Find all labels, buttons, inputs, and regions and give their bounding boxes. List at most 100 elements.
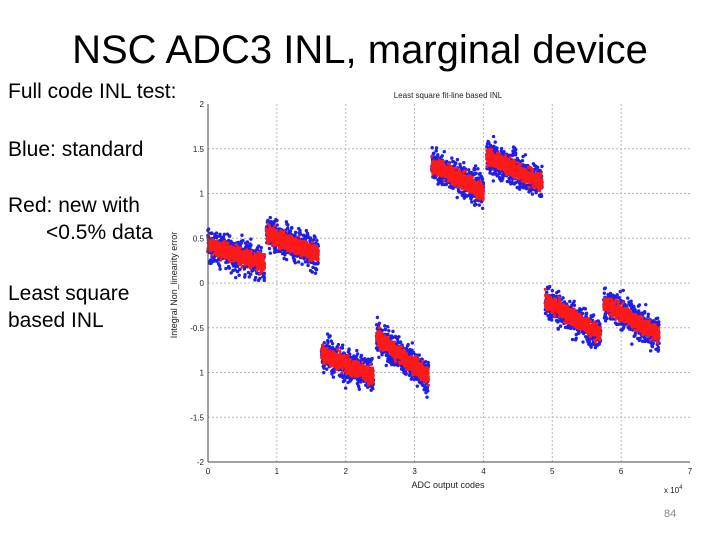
data-point <box>580 311 585 316</box>
data-point <box>215 259 219 263</box>
data-point <box>478 171 482 176</box>
data-point <box>241 238 245 243</box>
data-point <box>406 342 410 347</box>
data-point <box>426 389 430 393</box>
data-point <box>550 288 555 293</box>
data-point <box>550 318 554 322</box>
data-point <box>244 243 249 247</box>
data-point <box>286 223 290 227</box>
data-point <box>577 331 581 335</box>
data-point <box>332 367 336 372</box>
data-point <box>397 335 401 339</box>
data-point <box>255 268 259 272</box>
data-point <box>322 366 326 370</box>
data-point <box>637 310 641 315</box>
data-point <box>221 235 226 239</box>
data-point <box>246 270 251 275</box>
data-point <box>258 276 262 281</box>
data-point <box>603 286 608 290</box>
data-point <box>603 319 608 323</box>
note-least-square: Least square based INL <box>8 280 129 334</box>
data-point <box>249 237 253 241</box>
data-point <box>356 384 361 389</box>
data-point <box>618 289 622 294</box>
data-point <box>298 228 302 233</box>
data-point <box>224 266 228 271</box>
data-point <box>539 194 544 198</box>
data-point <box>343 386 348 390</box>
data-point <box>426 363 431 367</box>
data-point <box>649 349 653 353</box>
data-point <box>293 233 297 237</box>
data-point <box>338 374 342 378</box>
data-point <box>283 246 287 250</box>
data-point <box>234 275 238 280</box>
data-point <box>514 147 518 152</box>
data-point <box>384 363 388 368</box>
data-point <box>322 370 326 375</box>
data-point <box>259 245 264 250</box>
data-point <box>474 202 478 207</box>
data-point <box>602 291 606 295</box>
note-line: based INL <box>8 309 104 332</box>
data-point <box>268 215 272 220</box>
data-point <box>630 342 634 346</box>
data-point <box>423 359 428 364</box>
data-layer <box>206 134 661 399</box>
data-point <box>476 167 480 171</box>
data-point <box>410 341 415 345</box>
data-point <box>357 387 362 391</box>
data-point <box>296 260 301 264</box>
data-point <box>355 352 360 356</box>
data-point <box>383 324 387 328</box>
data-point <box>657 320 661 324</box>
data-point <box>391 335 395 340</box>
data-point <box>210 231 214 235</box>
data-point <box>288 229 293 234</box>
data-point <box>310 270 315 274</box>
note-line: Full code INL test: <box>8 80 177 103</box>
data-point <box>249 243 253 247</box>
data-point <box>617 296 621 300</box>
data-point <box>589 345 593 349</box>
data-point <box>355 348 359 353</box>
note-line: Blue: standard <box>8 138 144 161</box>
data-point <box>325 332 330 336</box>
data-point <box>340 343 345 347</box>
data-point <box>540 164 544 169</box>
data-point <box>290 225 294 230</box>
data-point <box>266 222 270 226</box>
data-point <box>470 200 474 204</box>
data-point <box>395 337 400 342</box>
data-point <box>313 271 318 275</box>
data-point <box>259 270 263 274</box>
data-point <box>633 331 638 335</box>
data-point <box>570 337 575 342</box>
note-full-code: Full code INL test: <box>8 78 176 105</box>
data-point <box>228 260 232 264</box>
data-point <box>614 296 618 300</box>
data-point <box>556 319 561 323</box>
data-point <box>222 232 227 237</box>
data-point <box>240 233 244 237</box>
data-point <box>657 323 661 327</box>
data-point <box>474 171 478 176</box>
data-point <box>646 315 650 319</box>
data-point <box>502 149 506 154</box>
data-point <box>517 187 522 191</box>
data-point <box>434 146 439 150</box>
data-point <box>651 341 656 346</box>
data-point <box>220 238 224 242</box>
data-point <box>404 372 408 376</box>
data-point <box>616 322 620 327</box>
data-point <box>535 165 540 170</box>
data-point <box>646 312 651 316</box>
data-point <box>340 346 345 350</box>
data-point <box>343 378 347 382</box>
data-point <box>615 293 619 297</box>
data-point <box>430 146 434 150</box>
data-point <box>262 275 267 280</box>
data-point <box>387 329 391 333</box>
data-point <box>393 363 397 367</box>
data-point <box>214 231 219 235</box>
